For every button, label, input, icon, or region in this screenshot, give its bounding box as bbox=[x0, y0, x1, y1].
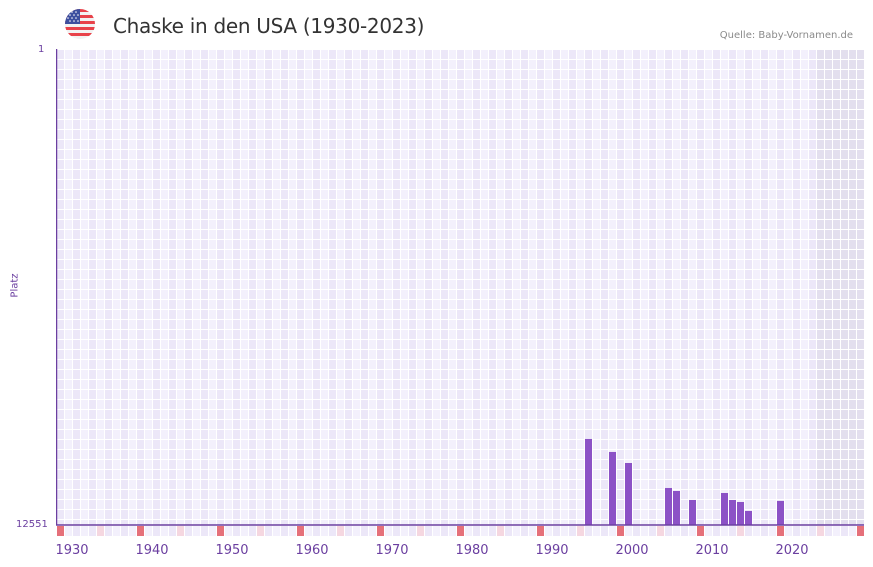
bar-1998 bbox=[609, 451, 616, 525]
y-axis-top-label: 1 bbox=[38, 44, 45, 55]
bar-chart bbox=[56, 49, 864, 536]
x-tick-label: 2000 bbox=[615, 543, 649, 558]
x-tick-label: 1970 bbox=[375, 543, 409, 558]
x-tick-label: 2010 bbox=[695, 543, 729, 558]
bar-2005 bbox=[665, 487, 672, 525]
x-tick-label: 1940 bbox=[135, 543, 169, 558]
bar-2013 bbox=[729, 499, 736, 525]
x-tick-label: 1930 bbox=[55, 543, 89, 558]
bar-2008 bbox=[689, 499, 696, 525]
x-tick-label: 1960 bbox=[295, 543, 329, 558]
bar-2015 bbox=[745, 511, 752, 525]
y-axis-title: Platz bbox=[9, 273, 21, 298]
bar-2012 bbox=[721, 492, 728, 525]
x-tick-label: 1950 bbox=[215, 543, 249, 558]
bar-2006 bbox=[673, 490, 680, 525]
y-axis-bottom-label: 12551 bbox=[16, 519, 48, 530]
bar-1995 bbox=[585, 438, 592, 525]
usa-flag-icon bbox=[65, 9, 95, 39]
bar-2014 bbox=[737, 501, 744, 525]
x-tick-label: 1980 bbox=[455, 543, 489, 558]
plot-area bbox=[56, 49, 864, 536]
x-tick-label: 2020 bbox=[775, 543, 809, 558]
source-credit: Quelle: Baby-Vornamen.de bbox=[719, 30, 853, 41]
bar-2019 bbox=[777, 500, 784, 525]
bar-2000 bbox=[625, 462, 632, 525]
x-tick-label: 1990 bbox=[535, 543, 569, 558]
chart-title: Chaske in den USA (1930-2023) bbox=[113, 14, 425, 38]
